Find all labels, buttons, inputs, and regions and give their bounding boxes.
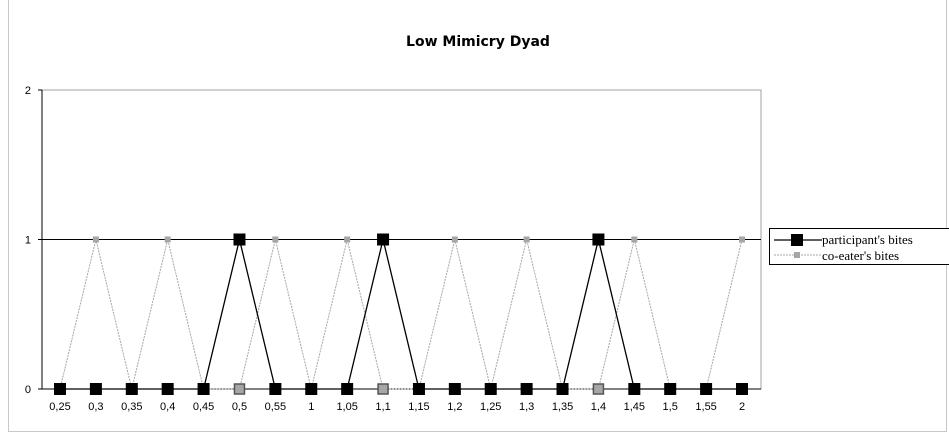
data-point-participant	[556, 383, 569, 395]
data-point-co-eater	[451, 236, 458, 243]
data-point-participant	[89, 383, 102, 395]
legend-entry-co-eater: co-eater's bites	[770, 247, 949, 264]
data-point-participant	[664, 383, 677, 395]
x-tick-label: 0,3	[88, 401, 103, 413]
data-point-participant	[592, 233, 605, 246]
data-point-participant	[448, 383, 461, 395]
series-participant	[54, 233, 748, 395]
y-tick-labels: 0 1 2	[25, 85, 31, 396]
series-co-eater	[54, 236, 745, 395]
legend-swatch-co-eater	[774, 252, 822, 258]
x-tick-label: 1,55	[695, 401, 716, 413]
y-tick-label: 2	[25, 85, 31, 97]
data-point-co-eater	[272, 236, 279, 243]
data-point-participant	[736, 383, 748, 395]
chart-frame	[8, 0, 947, 432]
x-tick-label: 1,05	[336, 401, 357, 413]
series-layer	[54, 233, 748, 395]
data-point-participant	[125, 383, 138, 395]
x-tick-label: 1,35	[552, 401, 573, 413]
axes	[38, 89, 761, 393]
data-point-co-eater	[92, 236, 99, 243]
chart-title: Low Mimicry Dyad	[406, 34, 550, 50]
data-point-participant	[377, 233, 390, 246]
data-point-co-eater	[344, 236, 351, 243]
data-point-participant	[305, 383, 318, 395]
data-point-participant	[700, 383, 713, 395]
data-point-co-eater	[592, 383, 605, 395]
data-point-participant	[233, 233, 246, 246]
data-point-co-eater	[377, 383, 389, 395]
y-tick-label: 1	[25, 235, 31, 247]
x-tick-label: 1,25	[480, 401, 501, 413]
x-tick-label: 1	[308, 401, 314, 413]
x-tick-label: 1,4	[591, 401, 606, 413]
x-tick-label: 1,45	[624, 401, 645, 413]
x-tick-label: 1,1	[375, 401, 390, 413]
x-tick-label: 0,45	[193, 401, 214, 413]
x-tick-label: 1,3	[519, 401, 534, 413]
data-point-participant	[520, 383, 533, 395]
data-point-participant	[197, 383, 210, 395]
legend: participant's bites co-eater's bites	[769, 228, 949, 265]
legend-swatch-participant	[774, 234, 822, 246]
series-line-co-eater	[59, 239, 743, 390]
data-point-participant	[269, 383, 282, 395]
x-tick-label: 1,15	[408, 401, 429, 413]
data-point-co-eater	[739, 236, 745, 243]
data-point-participant	[628, 383, 641, 395]
y-tick-label: 0	[25, 384, 31, 396]
data-point-co-eater	[233, 383, 246, 395]
data-point-co-eater	[631, 236, 638, 243]
x-tick-label: 2	[739, 401, 745, 413]
data-point-participant	[161, 383, 174, 395]
data-point-participant	[484, 383, 497, 395]
legend-label-co-eater: co-eater's bites	[822, 248, 900, 263]
x-tick-label: 0,4	[160, 401, 175, 413]
legend-entry-participant: participant's bites	[770, 231, 949, 248]
x-tick-label: 1,2	[447, 401, 462, 413]
data-point-co-eater	[523, 236, 530, 243]
x-tick-label: 0,35	[121, 401, 142, 413]
data-point-participant	[412, 383, 425, 395]
x-tick-labels: 0,25 0,3 0,35 0,4 0,45 0,5 0,55 1 1,05 1,1 1,15 1,2…	[49, 401, 745, 413]
x-tick-label: 0,5	[232, 401, 247, 413]
x-tick-label: 0,55	[265, 401, 286, 413]
legend-label-participant: participant's bites	[822, 232, 913, 247]
x-tick-label: 0,25	[49, 401, 70, 413]
x-tick-label: 1,5	[663, 401, 678, 413]
data-point-participant	[54, 383, 66, 395]
data-point-co-eater	[164, 236, 171, 243]
data-point-participant	[341, 383, 354, 395]
